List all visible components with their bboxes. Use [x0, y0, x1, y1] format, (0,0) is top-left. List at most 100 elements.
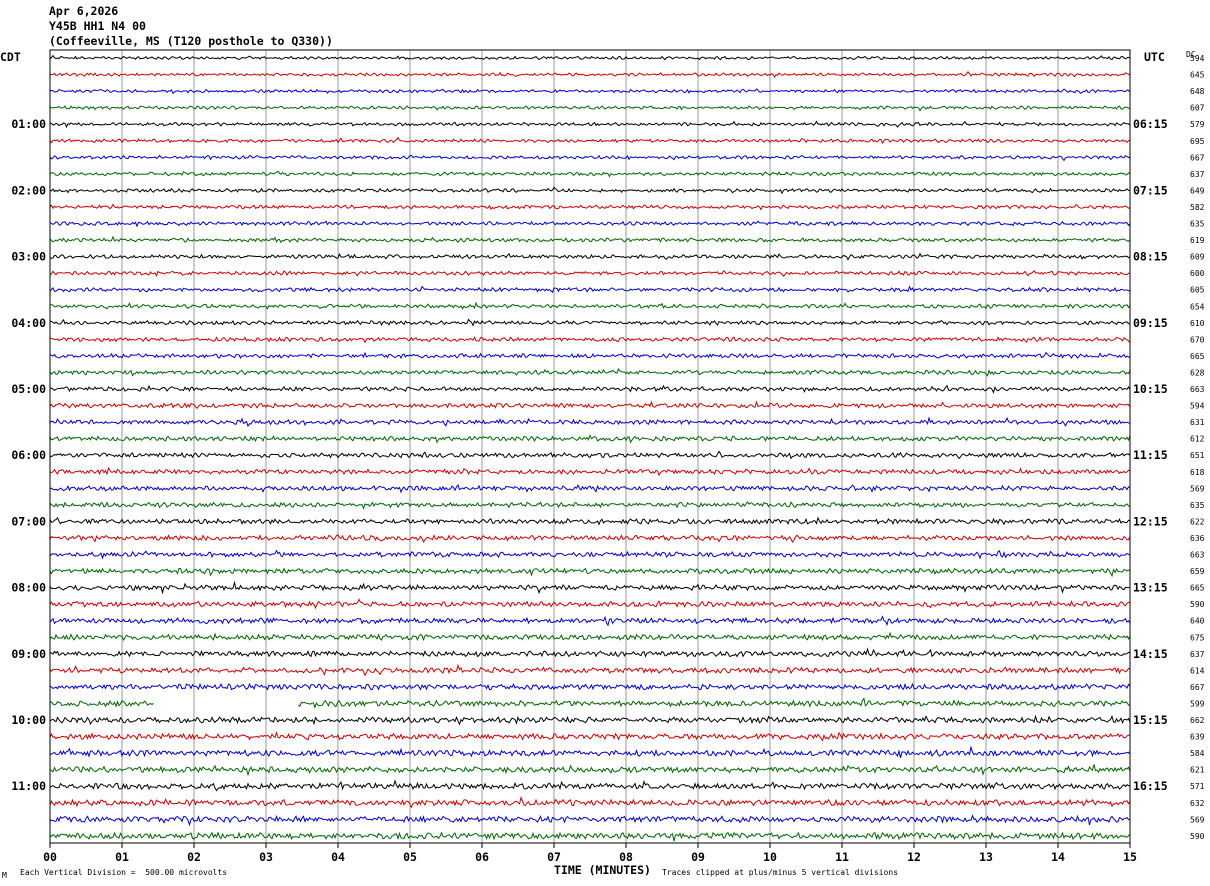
dc-offset-47: 590: [1190, 832, 1205, 841]
dc-offset-40: 662: [1190, 716, 1205, 725]
trace-8: [49, 186, 1131, 195]
dc-offset-2: 648: [1190, 87, 1205, 96]
dc-offset-5: 695: [1190, 137, 1205, 146]
trace-20: [49, 384, 1131, 394]
right-hour-label-4: 10:15: [1133, 382, 1168, 396]
right-hour-label-1: 07:15: [1133, 183, 1168, 197]
dc-offset-37: 614: [1190, 666, 1205, 675]
trace-6: [49, 154, 1131, 162]
dc-offset-45: 632: [1190, 799, 1205, 808]
dc-offset-29: 636: [1190, 534, 1205, 543]
dc-offset-46: 569: [1190, 815, 1205, 824]
left-hour-label-1: 02:00: [11, 183, 46, 197]
trace-10: [49, 220, 1131, 228]
dc-offset-4: 579: [1190, 120, 1205, 129]
trace-37: [49, 663, 1131, 677]
x-tick-label-2: 02: [187, 850, 201, 864]
x-tick-label-4: 04: [331, 850, 345, 864]
right-timezone-label: UTC: [1144, 50, 1165, 64]
trace-9: [49, 203, 1131, 211]
left-hour-label-3: 04:00: [11, 316, 46, 330]
dc-offset-22: 631: [1190, 418, 1205, 427]
trace-42: [49, 745, 1131, 758]
trace-25: [49, 466, 1131, 477]
dc-offset-44: 571: [1190, 782, 1205, 791]
x-axis-ticks: 00 01 02 03 04 05 06 07 08 09 10 11 12 13 14 15: [43, 843, 1137, 864]
trace-2: [49, 88, 1131, 95]
right-hour-label-3: 09:15: [1133, 316, 1168, 330]
trace-46: [49, 814, 1131, 827]
trace-13: [49, 269, 1131, 277]
trace-27: [49, 501, 1131, 510]
x-tick-label-5: 05: [403, 850, 417, 864]
dc-offset-30: 663: [1190, 551, 1205, 560]
trace-4: [49, 120, 1131, 129]
right-hour-label-6: 12:15: [1133, 514, 1168, 528]
trace-23: [49, 434, 1131, 444]
trace-0: [49, 54, 1131, 61]
dc-offset-42: 584: [1190, 749, 1205, 758]
x-tick-label-10: 10: [763, 850, 777, 864]
trace-12: [49, 252, 1131, 261]
dc-offset-3: 607: [1190, 104, 1205, 113]
left-hour-label-5: 06:00: [11, 448, 46, 462]
trace-lines: [49, 54, 1131, 842]
x-tick-label-0: 00: [43, 850, 57, 864]
right-hour-label-9: 15:15: [1133, 713, 1168, 727]
trace-22: [49, 416, 1131, 428]
trace-18: [49, 351, 1131, 360]
dc-offset-8: 649: [1190, 186, 1205, 195]
trace-1: [49, 71, 1131, 79]
x-tick-label-13: 13: [979, 850, 993, 864]
dc-offset-26: 569: [1190, 484, 1205, 493]
dc-offset-38: 667: [1190, 683, 1205, 692]
trace-45: [49, 795, 1131, 809]
trace-32: [49, 580, 1131, 595]
left-hour-label-6: 07:00: [11, 514, 46, 528]
dc-offset-6: 667: [1190, 153, 1205, 162]
trace-28: [49, 516, 1131, 526]
trace-38: [49, 682, 1131, 691]
plot-frame: [49, 49, 1131, 844]
left-hour-label-9: 10:00: [11, 713, 46, 727]
x-tick-label-12: 12: [907, 850, 921, 864]
x-tick-label-11: 11: [835, 850, 849, 864]
right-hour-label-10: 16:15: [1133, 779, 1168, 793]
dc-offset-9: 582: [1190, 203, 1205, 212]
right-hour-label-7: 13:15: [1133, 581, 1168, 595]
trace-31: [49, 567, 1131, 578]
trace-15: [49, 301, 1131, 310]
trace-47: [49, 831, 1131, 842]
dc-offset-16: 610: [1190, 319, 1205, 328]
dc-offset-1: 645: [1190, 71, 1205, 80]
dc-offset-19: 628: [1190, 368, 1205, 377]
left-hour-label-0: 01:00: [11, 117, 46, 131]
left-hour-label-10: 11:00: [11, 779, 46, 793]
dc-offset-35: 675: [1190, 633, 1205, 642]
dc-offset-14: 605: [1190, 286, 1205, 295]
x-tick-label-8: 08: [619, 850, 633, 864]
dc-offset-27: 635: [1190, 501, 1205, 510]
dc-offset-0: 594: [1190, 54, 1205, 63]
trace-14: [49, 285, 1131, 294]
trace-39-seg-0: [49, 699, 154, 708]
trace-44: [49, 779, 1131, 792]
x-tick-label-1: 01: [115, 850, 129, 864]
trace-24: [49, 450, 1131, 460]
left-hour-label-7: 08:00: [11, 581, 46, 595]
left-hour-label-2: 03:00: [11, 250, 46, 264]
x-tick-label-14: 14: [1051, 850, 1065, 864]
trace-29: [49, 534, 1131, 543]
hour-labels: 01:00 02:00 03:00 04:00 05:00 06:00 07:00 08:00…: [11, 117, 1167, 793]
dc-offset-13: 600: [1190, 269, 1205, 278]
header-location: (Coffeeville, MS (T120 posthole to Q330)…: [49, 34, 333, 48]
trace-11: [49, 235, 1131, 244]
trace-35: [49, 631, 1131, 642]
clip-note: Traces clipped at plus/minus 5 vertical …: [662, 868, 899, 877]
right-hour-label-8: 14:15: [1133, 647, 1168, 661]
dc-offset-43: 621: [1190, 766, 1205, 775]
trace-41: [49, 731, 1131, 742]
x-tick-label-6: 06: [475, 850, 489, 864]
dc-offset-20: 663: [1190, 385, 1205, 394]
